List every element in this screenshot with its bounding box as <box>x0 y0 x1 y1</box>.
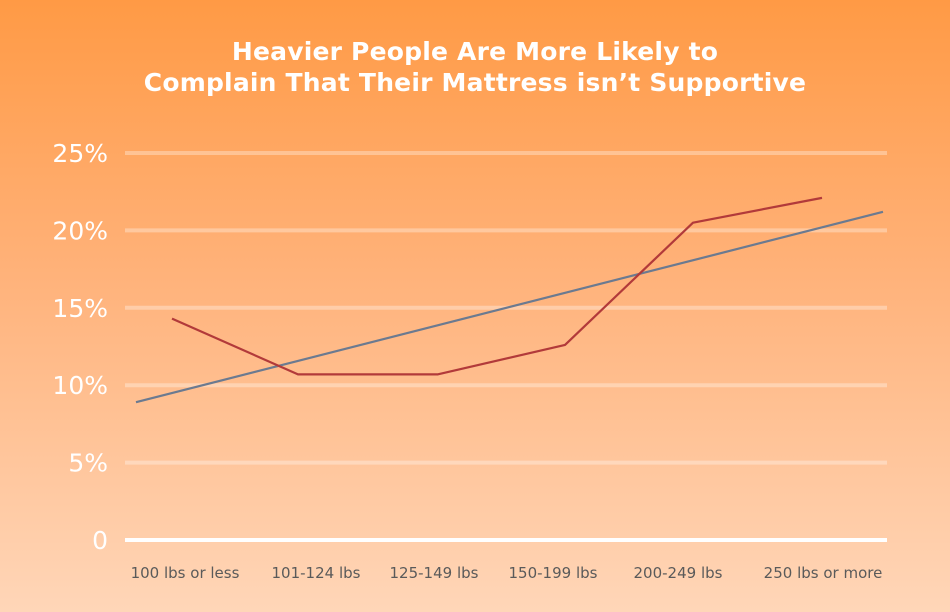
y-tick-label: 20% <box>52 216 108 245</box>
y-tick-label: 25% <box>52 139 108 168</box>
x-tick-label: 100 lbs or less <box>131 564 240 582</box>
y-tick-label: 10% <box>52 371 108 400</box>
chart-title: Heavier People Are More Likely to Compla… <box>0 36 950 98</box>
y-tick-label: 0 <box>92 526 108 555</box>
y-tick-label: 15% <box>52 294 108 323</box>
series-line <box>171 196 823 376</box>
x-tick-label: 125-149 lbs <box>390 564 479 582</box>
x-tick-label: 150-199 lbs <box>509 564 598 582</box>
x-tick-label: 101-124 lbs <box>272 564 361 582</box>
chart-title-line-1: Heavier People Are More Likely to <box>231 37 719 66</box>
y-tick-label: 5% <box>68 449 108 478</box>
x-tick-label: 250 lbs or more <box>764 564 883 582</box>
trendline <box>135 210 884 404</box>
chart-title-line-2: Complain That Their Mattress isn’t Suppo… <box>143 68 807 97</box>
x-tick-label: 200-249 lbs <box>634 564 723 582</box>
